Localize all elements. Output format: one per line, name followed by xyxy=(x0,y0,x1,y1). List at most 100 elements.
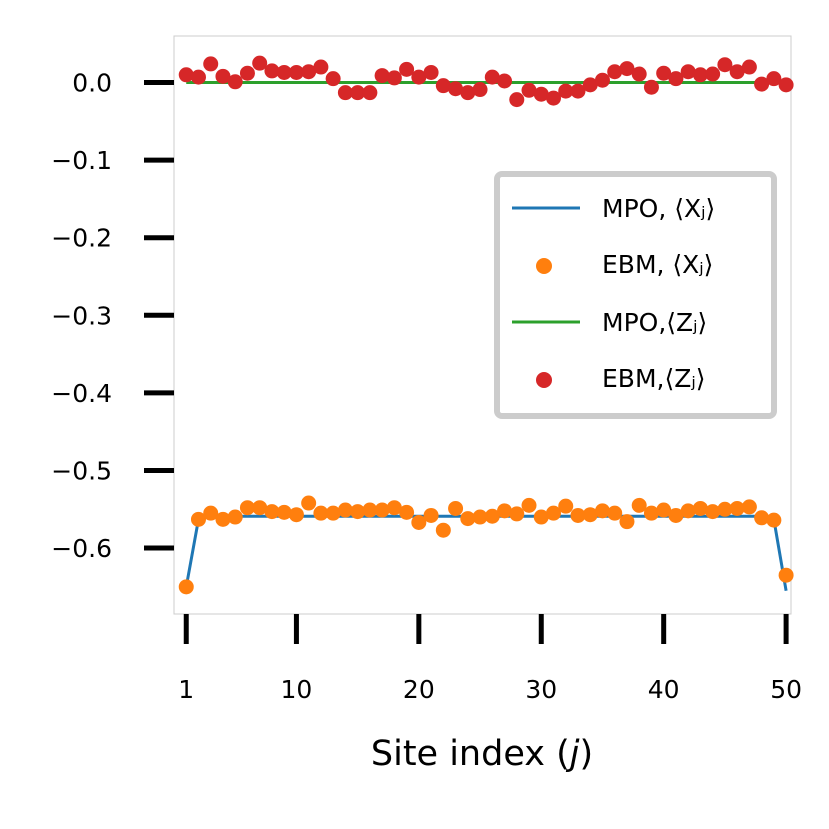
ebm-x-point xyxy=(766,512,782,528)
ebm-x-point xyxy=(521,497,537,513)
mpo-z-legend-label: MPO,⟨Zⱼ⟩ xyxy=(602,308,707,337)
ebm-z-point xyxy=(264,63,280,79)
ebm-z-point xyxy=(362,85,378,101)
ebm-z-point xyxy=(692,67,708,83)
y-tick-label: −0.2 xyxy=(51,224,112,253)
ebm-z-point xyxy=(337,85,353,101)
ebm-z-point xyxy=(754,76,770,92)
ebm-x-point xyxy=(656,502,672,518)
ebm-z-point xyxy=(386,70,402,86)
ebm-z-point xyxy=(423,64,439,80)
ebm-z-point xyxy=(582,77,598,93)
ebm-z-point xyxy=(497,73,513,89)
ebm-x-point xyxy=(582,507,598,523)
ebm-x-point xyxy=(423,507,439,523)
ebm-x-point xyxy=(680,503,696,519)
ebm-z-point xyxy=(717,57,733,73)
y-tick-label: −0.1 xyxy=(51,146,112,175)
ebm-x-point xyxy=(472,509,488,525)
ebm-x-point xyxy=(631,497,647,513)
ebm-z-point xyxy=(288,64,304,80)
ebm-x-point xyxy=(643,505,659,521)
ebm-x-point xyxy=(276,504,292,520)
x-axis-label-variable: j xyxy=(566,734,580,774)
ebm-x-point xyxy=(252,500,268,516)
ebm-z-point xyxy=(325,71,341,87)
ebm-x-point xyxy=(619,514,635,530)
y-tick-label: 0.0 xyxy=(72,69,112,98)
ebm-z-point xyxy=(705,66,721,82)
x-tick-label: 1 xyxy=(178,675,194,704)
ebm-x-point xyxy=(533,509,549,525)
ebm-z-point xyxy=(411,69,427,85)
x-tick-label: 50 xyxy=(770,675,802,704)
ebm-x-point xyxy=(705,504,721,520)
ebm-z-point xyxy=(656,65,672,81)
legend: MPO, ⟨Xⱼ⟩ EBM, ⟨Xⱼ⟩ MPO,⟨Zⱼ⟩ EBM,⟨Zⱼ⟩ xyxy=(494,171,777,419)
ebm-x-point xyxy=(374,502,390,518)
ebm-z-point xyxy=(239,65,255,81)
ebm-z-point xyxy=(448,81,464,97)
ebm-z-point xyxy=(460,85,476,101)
ebm-x-point xyxy=(717,501,733,517)
ebm-x-point xyxy=(448,500,464,516)
ebm-x-point xyxy=(288,507,304,523)
x-tick-label: 10 xyxy=(281,675,313,704)
ebm-z-point xyxy=(546,90,562,106)
ebm-x-point xyxy=(178,579,194,595)
x-axis: 1 10 20 30 40 50 xyxy=(178,614,802,704)
x-axis-label: Site index (j) xyxy=(371,734,593,774)
ebm-z-point xyxy=(729,64,745,80)
ebm-z-point xyxy=(594,72,610,88)
ebm-z-point xyxy=(607,64,623,80)
ebm-z-point xyxy=(741,59,757,75)
x-tick-label: 30 xyxy=(525,675,557,704)
ebm-z-point xyxy=(435,78,451,94)
ebm-x-point xyxy=(484,508,500,524)
ebm-z-point xyxy=(668,71,684,87)
ebm-x-point xyxy=(190,511,206,527)
y-tick-label: −0.6 xyxy=(51,534,112,563)
ebm-x-point xyxy=(239,500,255,516)
ebm-x-point xyxy=(386,500,402,516)
ebm-z-legend-swatch xyxy=(536,372,552,388)
x-axis-label-prefix: Site index ( xyxy=(371,734,570,774)
ebm-x-point xyxy=(264,504,280,520)
scatter-points xyxy=(178,55,794,595)
ebm-z-point xyxy=(190,69,206,85)
ebm-x-point xyxy=(570,507,586,523)
ebm-x-point xyxy=(668,507,684,523)
ebm-z-point xyxy=(313,59,329,75)
ebm-z-point xyxy=(215,68,231,84)
ebm-x-point xyxy=(460,511,476,527)
ebm-x-point xyxy=(778,567,794,583)
ebm-x-point xyxy=(692,500,708,516)
ebm-x-point xyxy=(558,498,574,514)
ebm-x-point xyxy=(607,505,623,521)
ebm-z-legend-label: EBM,⟨Zⱼ⟩ xyxy=(602,364,705,393)
x-tick-label: 40 xyxy=(648,675,680,704)
ebm-z-point xyxy=(643,79,659,95)
legend-box xyxy=(494,171,777,419)
ebm-z-point xyxy=(778,77,794,93)
ebm-x-point xyxy=(227,509,243,525)
ebm-z-point xyxy=(484,69,500,85)
ebm-z-point xyxy=(766,71,782,87)
mpo-x-legend-label: MPO, ⟨Xⱼ⟩ xyxy=(602,194,715,223)
ebm-z-point xyxy=(350,85,366,101)
ebm-x-point xyxy=(337,502,353,518)
y-tick-label: −0.5 xyxy=(51,456,112,485)
ebm-x-point xyxy=(362,502,378,518)
ebm-x-point xyxy=(754,510,770,526)
ebm-x-point xyxy=(435,522,451,538)
y-axis: 0.0 −0.1 −0.2 −0.3 −0.4 −0.5 −0.6 xyxy=(51,69,174,563)
ebm-z-point xyxy=(558,83,574,99)
ebm-z-point xyxy=(374,68,390,84)
ebm-x-point xyxy=(399,504,415,520)
ebm-x-point xyxy=(509,506,525,522)
ebm-x-point xyxy=(215,511,231,527)
ebm-z-point xyxy=(472,82,488,98)
ebm-z-point xyxy=(227,74,243,90)
ebm-x-point xyxy=(350,504,366,520)
